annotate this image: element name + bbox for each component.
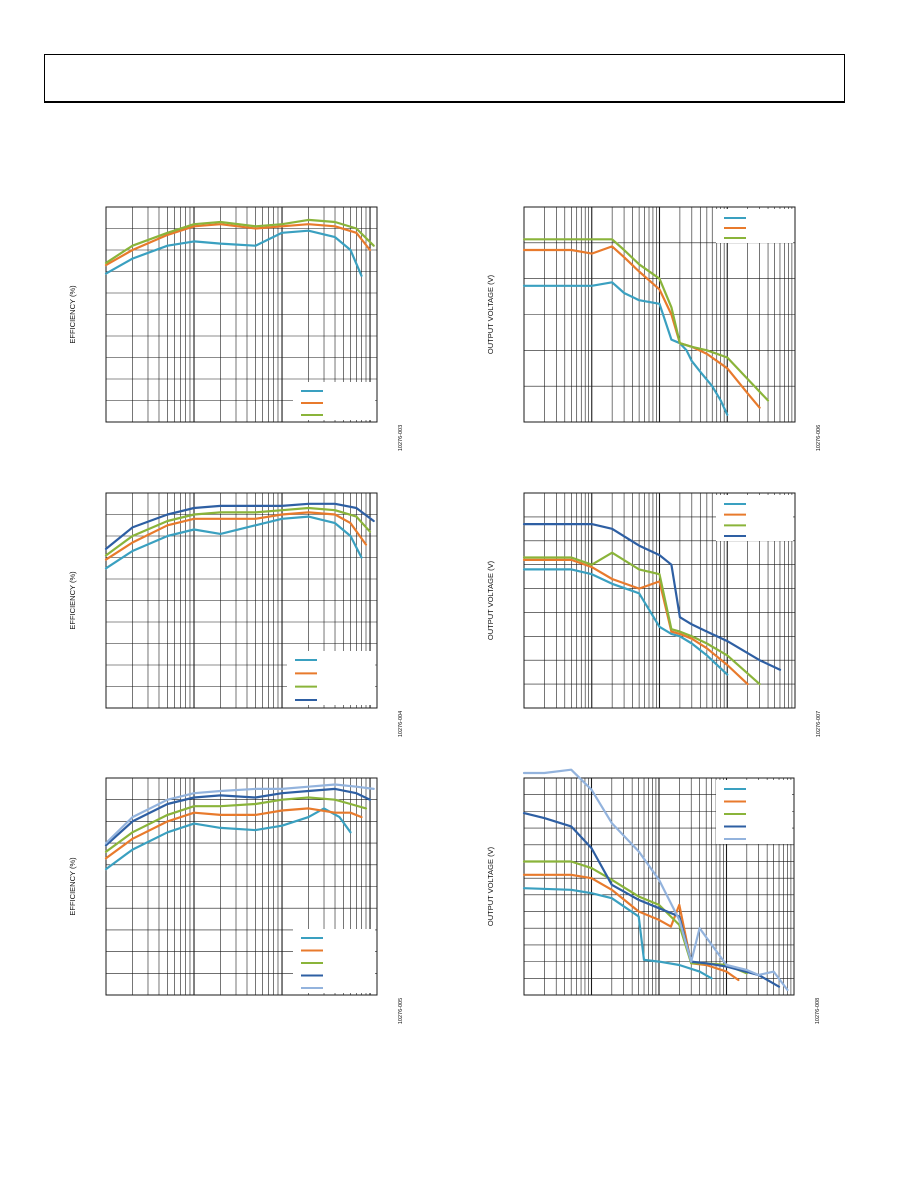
series-line-2 bbox=[104, 807, 363, 860]
chart-mid-left: EFFICIENCY (%) 10276-004 bbox=[68, 492, 404, 737]
series-line-2 bbox=[522, 873, 740, 982]
series-line-3 bbox=[522, 551, 761, 686]
figure-code: 10276-006 bbox=[816, 425, 822, 451]
chart-top-right: OUTPUT VOLTAGE (V) 10276-006 bbox=[486, 206, 822, 451]
chart-mid-right: OUTPUT VOLTAGE (V) 10276-007 bbox=[486, 492, 822, 737]
y-axis-label: EFFICIENCY (%) bbox=[68, 857, 77, 916]
figure-code: 10276-007 bbox=[816, 711, 822, 737]
series-line-2 bbox=[104, 511, 368, 561]
series-line-3 bbox=[104, 506, 372, 557]
chart-bottom-right: OUTPUT VOLTAGE (V) 10276-008 bbox=[486, 768, 821, 1024]
y-axis-label: OUTPUT VOLTAGE (V) bbox=[486, 560, 495, 640]
legend bbox=[293, 382, 375, 420]
series-line-5 bbox=[522, 768, 789, 992]
figure-code: 10276-004 bbox=[398, 711, 404, 737]
figure-code: 10276-008 bbox=[815, 998, 821, 1024]
chart-top-left: EFFICIENCY (%) 10276-003 bbox=[68, 206, 404, 451]
series-line-1 bbox=[522, 281, 729, 416]
series-line-1 bbox=[522, 887, 713, 980]
y-axis-label: OUTPUT VOLTAGE (V) bbox=[486, 274, 495, 354]
series-line-4 bbox=[104, 787, 372, 847]
series-line-2 bbox=[104, 223, 372, 267]
y-axis-label: EFFICIENCY (%) bbox=[68, 285, 77, 344]
figure-code: 10276-005 bbox=[398, 998, 404, 1024]
series-line-4 bbox=[104, 502, 375, 551]
series-line-3 bbox=[104, 218, 375, 264]
header-box bbox=[44, 54, 845, 103]
y-axis-label: OUTPUT VOLTAGE (V) bbox=[486, 846, 495, 926]
y-axis-label: EFFICIENCY (%) bbox=[68, 571, 77, 630]
series-line-4 bbox=[522, 522, 782, 671]
series-line-2 bbox=[522, 245, 761, 409]
series-line-3 bbox=[522, 238, 770, 402]
legend bbox=[716, 780, 792, 844]
chart-bottom-left: EFFICIENCY (%) 10276-005 bbox=[68, 777, 404, 1024]
figure-code: 10276-003 bbox=[398, 425, 404, 451]
series-line-1 bbox=[522, 568, 729, 676]
series-line-5 bbox=[104, 783, 375, 845]
series-line-4 bbox=[522, 811, 781, 988]
series-line-1 bbox=[104, 515, 363, 570]
series-line-1 bbox=[104, 229, 363, 277]
legend bbox=[716, 495, 793, 541]
series-line-3 bbox=[104, 796, 368, 853]
legend bbox=[293, 929, 375, 993]
